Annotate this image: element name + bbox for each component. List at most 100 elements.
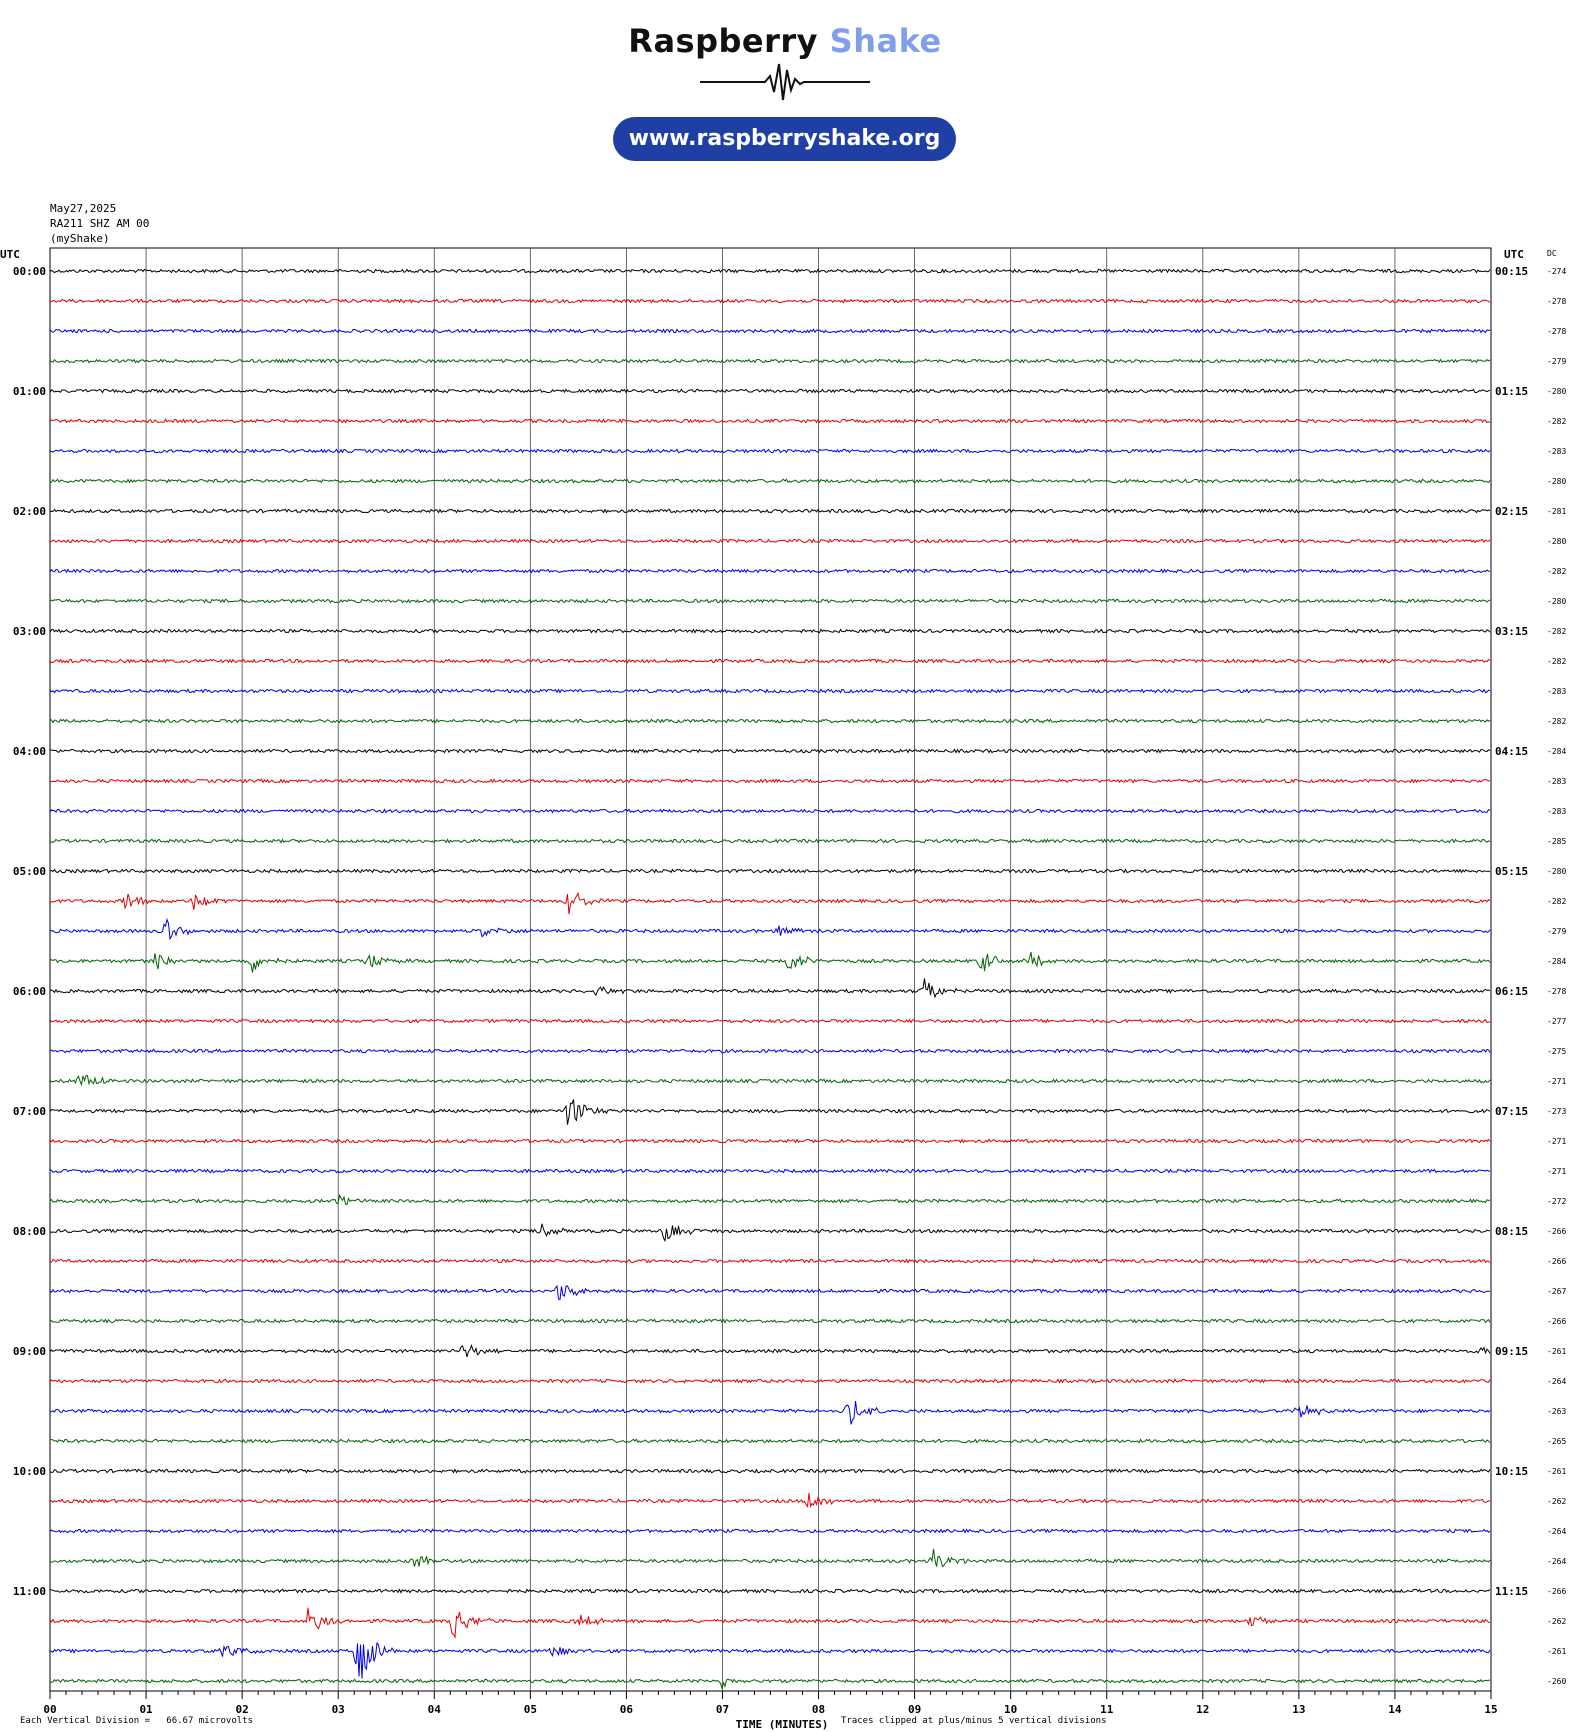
- dc-offset-label: -284: [1547, 747, 1566, 756]
- dc-offset-label: -280: [1547, 597, 1566, 606]
- dc-title: DC: [1547, 249, 1557, 258]
- seismic-trace: [49, 418, 1491, 424]
- dc-offset-label: -262: [1547, 1497, 1566, 1506]
- right-hour-label: 00:15: [1495, 265, 1528, 278]
- left-hour-label: 08:00: [13, 1225, 46, 1238]
- left-hour-label: 11:00: [13, 1585, 46, 1598]
- dc-offset-label: -284: [1547, 957, 1566, 966]
- header-date: May27,2025: [50, 202, 117, 215]
- dc-offset-label: -280: [1547, 387, 1566, 396]
- seismic-trace: [49, 838, 1491, 844]
- dc-offset-label: -266: [1547, 1317, 1566, 1326]
- dc-offset-label: -278: [1547, 987, 1566, 996]
- left-hour-label: 04:00: [13, 745, 46, 758]
- seismic-trace: [49, 268, 1491, 274]
- dc-offset-label: -263: [1547, 1407, 1566, 1416]
- dc-offset-label: -264: [1547, 1527, 1566, 1536]
- seismic-trace: [49, 1493, 1491, 1508]
- seismic-trace: [49, 628, 1491, 634]
- x-tick-label: 02: [236, 1703, 249, 1716]
- right-hour-label: 08:15: [1495, 1225, 1528, 1238]
- x-tick-label: 07: [716, 1703, 729, 1716]
- seismic-trace: [49, 1048, 1491, 1054]
- dc-offset-label: -267: [1547, 1287, 1566, 1296]
- seismic-trace: [49, 568, 1491, 574]
- clip-note: Traces clipped at plus/minus 5 vertical …: [841, 1716, 1107, 1726]
- seismic-trace: [49, 1258, 1491, 1264]
- seismic-trace: [49, 1528, 1491, 1534]
- x-tick-label: 09: [908, 1703, 921, 1716]
- seismic-trace: [49, 1318, 1491, 1324]
- dc-offset-label: -282: [1547, 417, 1566, 426]
- header-network: (myShake): [50, 232, 110, 245]
- seismic-trace: [49, 658, 1491, 664]
- seismic-trace: [49, 917, 1491, 941]
- seismic-trace: [49, 298, 1491, 304]
- dc-offset-label: -282: [1547, 717, 1566, 726]
- dc-offset-label: -282: [1547, 627, 1566, 636]
- dc-offset-label: -275: [1547, 1047, 1566, 1056]
- seismic-trace: [49, 388, 1491, 394]
- seismic-trace: [49, 718, 1491, 724]
- dc-offset-label: -285: [1547, 837, 1566, 846]
- seismic-trace: [49, 1607, 1491, 1640]
- left-hour-label: 00:00: [13, 265, 46, 278]
- x-tick-label: 15: [1484, 1703, 1497, 1716]
- seismic-trace: [49, 868, 1491, 874]
- right-hour-label: 07:15: [1495, 1105, 1528, 1118]
- seismic-trace: [49, 1075, 1491, 1087]
- x-tick-label: 12: [1196, 1703, 1209, 1716]
- x-tick-label: 06: [620, 1703, 634, 1716]
- seismic-trace: [49, 328, 1491, 334]
- seismic-trace: [49, 891, 1491, 915]
- x-tick-label: 04: [428, 1703, 442, 1716]
- plot-frame: [49, 247, 1492, 1692]
- brand-title-shake: Shake: [829, 22, 942, 60]
- x-tick-label: 08: [812, 1703, 825, 1716]
- dc-offset-label: -282: [1547, 897, 1566, 906]
- seismic-trace: [49, 1099, 1491, 1125]
- dc-offset-label: -271: [1547, 1137, 1566, 1146]
- right-hour-label: 01:15: [1495, 385, 1528, 398]
- right-hour-label: 06:15: [1495, 985, 1528, 998]
- dc-offset-label: -279: [1547, 927, 1566, 936]
- seismic-trace: [49, 951, 1491, 973]
- x-tick-label: 14: [1388, 1703, 1402, 1716]
- helicorder-plot: UTC UTC DC -274 00:00 00:15 -278 -278 -279 -280 01…: [0, 247, 1566, 1730]
- right-hour-label: 11:15: [1495, 1585, 1528, 1598]
- dc-offset-label: -283: [1547, 807, 1566, 816]
- seismic-trace: [49, 688, 1491, 694]
- brand-title: Raspberry Shake: [0, 22, 1570, 60]
- seismic-trace: [49, 1438, 1491, 1444]
- dc-offset-label: -266: [1547, 1587, 1566, 1596]
- dc-offset-label: -278: [1547, 297, 1566, 306]
- seismic-trace: [49, 598, 1491, 604]
- seismic-trace: [49, 1018, 1491, 1024]
- right-axis-title: UTC: [1504, 248, 1524, 261]
- dc-offset-label: -266: [1547, 1227, 1566, 1236]
- website-link[interactable]: www.raspberryshake.org: [613, 117, 956, 161]
- seismic-trace: [49, 1193, 1491, 1206]
- dc-offset-label: -282: [1547, 657, 1566, 666]
- dc-offset-label: -261: [1547, 1347, 1566, 1356]
- x-tick-label: 11: [1100, 1703, 1114, 1716]
- left-hour-label: 01:00: [13, 385, 46, 398]
- dc-offset-label: -279: [1547, 357, 1566, 366]
- right-hour-label: 09:15: [1495, 1345, 1528, 1358]
- dc-offset-label: -280: [1547, 867, 1566, 876]
- seismic-trace: [50, 1678, 1491, 1690]
- dc-offset-label: -260: [1547, 1677, 1566, 1686]
- dc-offset-label: -264: [1547, 1377, 1566, 1386]
- seismic-trace: [49, 1138, 1491, 1144]
- seismic-trace: [49, 1641, 1491, 1679]
- seismic-trace: [49, 1468, 1491, 1474]
- left-hour-label: 06:00: [13, 985, 46, 998]
- x-tick-label: 01: [139, 1703, 153, 1716]
- right-hour-label: 04:15: [1495, 745, 1528, 758]
- seismograph-logo-icon: [700, 63, 870, 101]
- seismic-trace: [49, 1401, 1491, 1425]
- seismic-trace: [49, 778, 1491, 784]
- x-tick-label: 03: [332, 1703, 345, 1716]
- seismic-trace: [49, 448, 1491, 454]
- seismic-trace: [49, 1378, 1491, 1384]
